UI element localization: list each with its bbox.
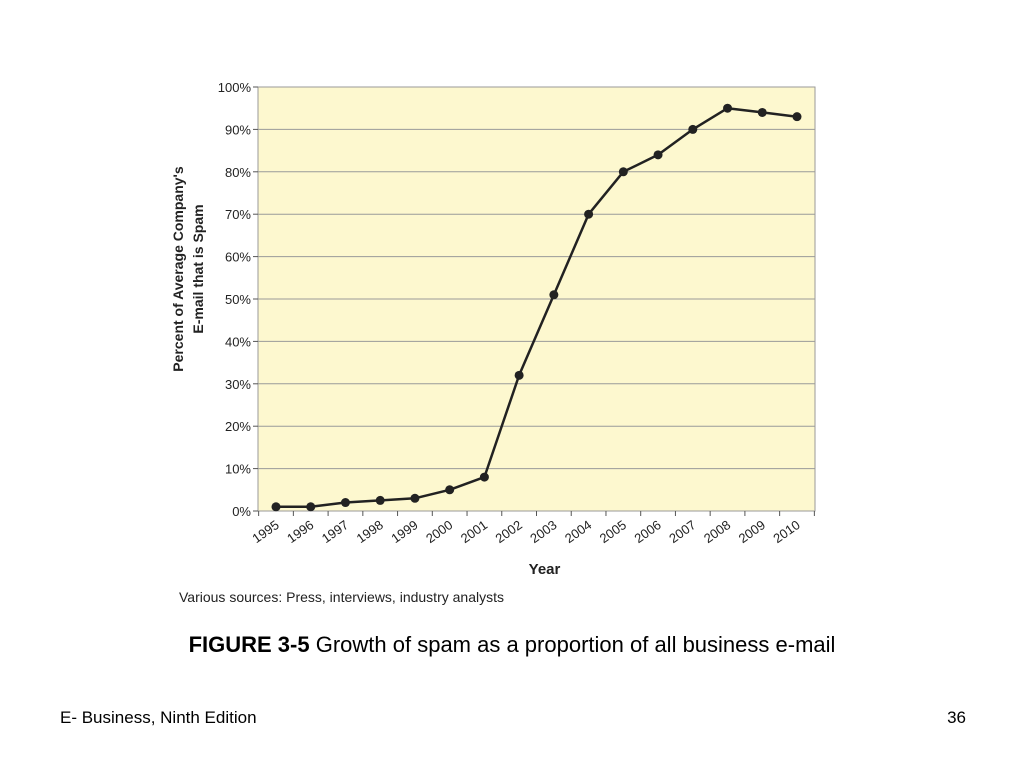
x-tick-label: 1996 (284, 517, 316, 546)
data-point (410, 493, 420, 503)
figure-label: FIGURE 3-5 (188, 632, 310, 657)
y-axis-label-line-1: Percent of Average Company's (170, 166, 186, 372)
data-points (271, 103, 802, 512)
data-point (271, 502, 281, 512)
x-tick-label: 1995 (249, 517, 281, 546)
x-tick-label: 1999 (388, 517, 420, 546)
data-point (653, 150, 663, 160)
footer-book-title: E- Business, Ninth Edition (60, 708, 257, 727)
figure-caption-text: Growth of spam as a proportion of all bu… (309, 632, 836, 657)
data-point (757, 107, 767, 117)
x-tick-label: 2002 (493, 517, 525, 546)
y-tick-label: 30% (225, 377, 251, 392)
data-point (479, 472, 489, 482)
figure-caption: FIGURE 3-5 Growth of spam as a proportio… (0, 632, 1024, 658)
x-tick-label: 2001 (458, 517, 490, 546)
data-point (688, 124, 698, 134)
x-tick-label: 2000 (423, 517, 455, 546)
data-point (584, 209, 594, 219)
gridlines (258, 86, 815, 512)
x-tick-label: 2008 (701, 517, 733, 546)
y-tick-label: 90% (225, 122, 251, 137)
data-point (618, 167, 628, 177)
page-number: 36 (947, 708, 966, 727)
y-tick-label: 60% (225, 250, 251, 265)
data-point (549, 290, 559, 300)
y-tick-label: 70% (225, 207, 251, 222)
data-point (514, 370, 524, 380)
data-point (306, 502, 316, 512)
source-note: Various sources: Press, interviews, indu… (179, 589, 504, 605)
data-point (445, 485, 455, 495)
x-tick-label: 1997 (319, 517, 351, 546)
y-axis-label-line-2: E-mail that is Spam (190, 204, 206, 333)
data-point (792, 112, 802, 122)
y-axis-label: Percent of Average Company's E-mail that… (170, 166, 206, 372)
data-point (375, 495, 385, 505)
y-tick-label: 10% (225, 462, 251, 477)
x-tick-label: 2007 (666, 517, 698, 546)
x-tick-label: 2006 (631, 517, 663, 546)
series-line (276, 106, 798, 509)
y-tick-label: 100% (218, 80, 252, 95)
y-tick-label: 20% (225, 419, 251, 434)
x-tick-label: 1998 (354, 517, 386, 546)
data-point (340, 498, 350, 508)
x-tick-label: 2003 (527, 517, 559, 546)
x-tick-label: 2010 (770, 517, 802, 546)
y-tick-label: 40% (225, 334, 251, 349)
y-tick-label: 80% (225, 165, 251, 180)
x-tick-label: 2005 (597, 517, 629, 546)
x-tick-label: 2004 (562, 517, 594, 546)
x-axis-label: Year (529, 561, 561, 578)
y-tick-label: 0% (232, 504, 251, 519)
x-tick-label: 2009 (736, 517, 768, 546)
data-point (723, 103, 733, 113)
y-axis-ticks: 0% 10% 20% 30% 40% 50% 60% 70% 80% 90% 100% (218, 80, 258, 519)
x-axis-ticks: 1995 1996 1997 1998 1999 2000 2001 2002 2003 2004… (249, 511, 815, 546)
y-tick-label: 50% (225, 292, 251, 307)
